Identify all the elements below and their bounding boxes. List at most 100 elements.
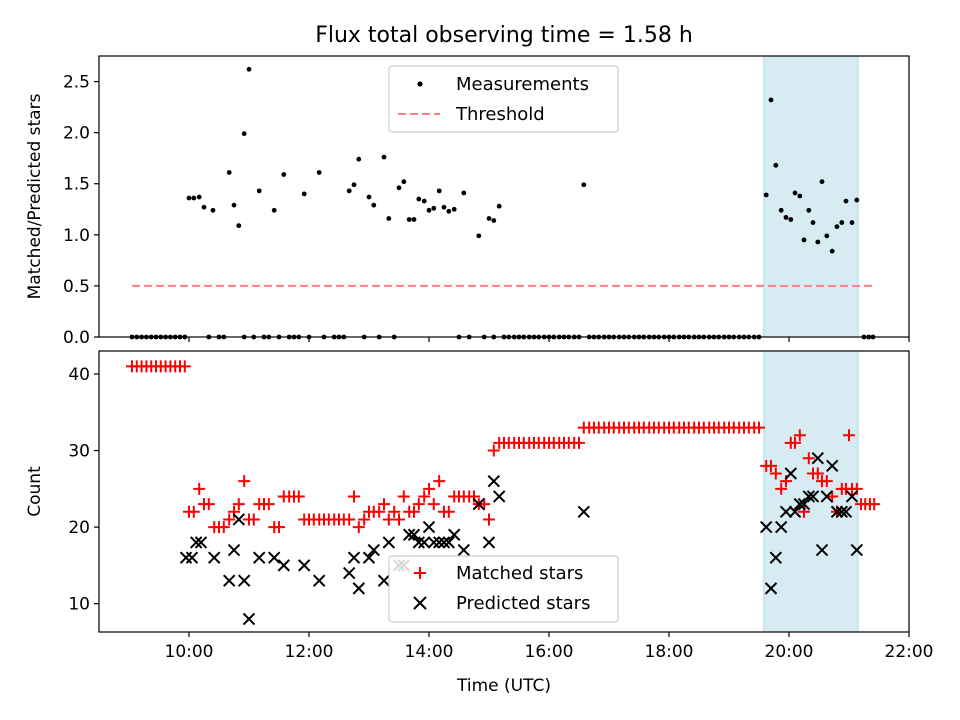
undefined-ytick-label: 1.0 bbox=[63, 226, 90, 246]
undefined-ytick: 1.0 bbox=[63, 226, 99, 246]
ratio-panel-frame bbox=[98, 55, 910, 338]
matched-star-point bbox=[343, 513, 356, 526]
predicted-star-point bbox=[802, 490, 816, 503]
count-axis-ylabel: Count bbox=[25, 466, 45, 517]
predicted-star-point bbox=[839, 505, 853, 518]
predicted-star-point bbox=[472, 497, 486, 511]
predicted-star-point bbox=[774, 520, 788, 534]
measurement-point bbox=[366, 194, 372, 200]
predicted-star-point bbox=[417, 536, 431, 549]
predicted-star-point bbox=[442, 536, 456, 549]
measurement-point bbox=[246, 66, 252, 72]
measurement-point bbox=[849, 220, 855, 225]
predicted-star-point bbox=[447, 528, 461, 541]
measurement-point bbox=[241, 131, 247, 137]
xtick-label: 14:00 bbox=[405, 642, 454, 662]
matched-star-point bbox=[811, 467, 824, 480]
predicted-star-point bbox=[769, 551, 783, 564]
predicted-star-point bbox=[487, 474, 501, 488]
undefined-xtick: 18:00 bbox=[645, 632, 694, 662]
x-axis-label: Time (UTC) bbox=[456, 676, 551, 696]
predicted-star-point bbox=[362, 551, 376, 564]
predicted-star-point bbox=[806, 490, 820, 503]
undefined-xtick: 22:00 bbox=[885, 632, 934, 662]
predicted-star-point bbox=[185, 551, 199, 564]
measurement-point bbox=[381, 154, 387, 160]
predicted-star-point bbox=[492, 490, 506, 503]
predicted-star-point bbox=[835, 505, 849, 518]
matched-star-point bbox=[408, 505, 420, 518]
matched-star-point bbox=[793, 429, 806, 442]
measurement-point bbox=[806, 207, 812, 213]
predicted-star-point bbox=[437, 536, 451, 549]
undefined-xtick: 16:00 bbox=[525, 632, 574, 662]
measurement-point bbox=[396, 185, 402, 191]
measurement-point bbox=[271, 207, 277, 213]
measurement-point bbox=[210, 207, 216, 213]
measurements-legend-label: Measurements bbox=[456, 74, 589, 95]
predicted-star-point bbox=[402, 528, 416, 541]
count-panel: 10:00 12:00 14:00 16:00 18:00 20:00 22:00 10 20… bbox=[25, 350, 934, 662]
count-panel-frame bbox=[98, 350, 910, 633]
measurement-point bbox=[436, 188, 442, 194]
matched-star-point bbox=[373, 505, 386, 518]
predicted-legend-marker bbox=[413, 596, 427, 610]
predicted-star-point bbox=[342, 566, 356, 580]
predicted-star-point bbox=[422, 520, 436, 534]
count-legend-box bbox=[388, 555, 619, 623]
predicted-star-point bbox=[482, 536, 496, 549]
matched-legend-marker bbox=[414, 567, 426, 579]
measurement-point bbox=[351, 182, 357, 188]
predicted-star-point bbox=[194, 536, 208, 549]
matched-star-point bbox=[775, 482, 788, 495]
matched-star-point bbox=[843, 429, 855, 442]
matched-star-point bbox=[418, 490, 431, 503]
undefined-xtick: 12:00 bbox=[285, 632, 334, 662]
predicted-star-point bbox=[252, 551, 266, 564]
measurement-point bbox=[191, 195, 197, 201]
matched-star-point bbox=[433, 475, 446, 488]
matched-star-point bbox=[352, 521, 365, 534]
measurement-point bbox=[201, 204, 207, 210]
matched-star-point bbox=[358, 513, 371, 526]
predicted-star-point bbox=[227, 543, 241, 557]
measurement-point bbox=[768, 97, 774, 103]
measurement-point bbox=[421, 198, 427, 204]
predicted-star-point bbox=[407, 528, 421, 541]
xtick-label: 22:00 bbox=[885, 642, 934, 662]
matched-star-point bbox=[382, 513, 395, 526]
undefined-ytick-label: 30 bbox=[68, 442, 90, 462]
count-legend: Matched stars Predicted stars bbox=[388, 555, 619, 623]
measurement-point bbox=[581, 182, 587, 188]
matched-star-point bbox=[573, 436, 585, 449]
measurement-point bbox=[778, 207, 784, 213]
predicted-star-point bbox=[242, 612, 256, 626]
measurement-point bbox=[431, 205, 437, 211]
predicted-star-point bbox=[759, 520, 773, 534]
measurement-point bbox=[491, 218, 497, 223]
measurement-point bbox=[316, 170, 322, 175]
threshold-legend-label: Threshold bbox=[455, 104, 545, 125]
undefined-ytick-label: 2.5 bbox=[63, 73, 90, 93]
predicted-star-point bbox=[412, 536, 426, 549]
matched-star-point bbox=[388, 505, 401, 518]
measurement-point bbox=[783, 215, 789, 220]
measurement-point bbox=[236, 223, 242, 229]
undefined-ytick-label: 1.5 bbox=[63, 175, 90, 195]
matched-star-point bbox=[238, 475, 251, 488]
predicted-star-point bbox=[352, 582, 366, 595]
measurement-point bbox=[461, 190, 467, 196]
matched-star-point bbox=[423, 482, 435, 495]
predicted-star-point bbox=[830, 505, 844, 518]
predicted-star-point bbox=[267, 551, 281, 564]
measurement-point bbox=[834, 224, 840, 230]
matched-star-point bbox=[378, 498, 390, 511]
measurement-point bbox=[371, 202, 377, 208]
undefined-ytick: 10 bbox=[68, 595, 99, 615]
measurement-point bbox=[810, 220, 816, 225]
matched-star-point bbox=[789, 436, 801, 449]
measurement-point bbox=[763, 192, 769, 198]
matched-star-point bbox=[393, 513, 405, 526]
matched-star-point bbox=[247, 513, 260, 526]
